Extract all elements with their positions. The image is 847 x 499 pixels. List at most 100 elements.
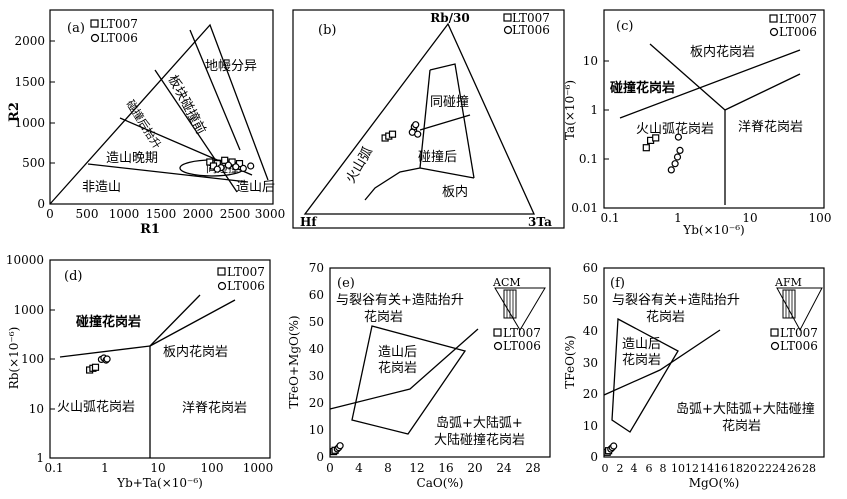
panel-f-field-labels: 与裂谷有关+造陆抬升 花岗岩 造山后 花岗岩 岛弧+大陆弧+大陆碰撞 花岗岩 (612, 292, 815, 434)
legend-square-marker (90, 19, 99, 28)
field-label-within-plate: 板内 (442, 184, 468, 200)
lt006-data-point (224, 161, 232, 169)
y-tick-label: 1500 (14, 75, 45, 89)
panel-c-xlabel: Yb(×10⁻⁶) (682, 223, 744, 237)
panel-c-frame (603, 9, 825, 209)
field-label-rift-uplift-1: 与裂谷有关+造陆抬升 (612, 292, 740, 308)
panel-f-field-lines (603, 317, 721, 433)
panel-a-field-lines (49, 23, 269, 205)
panel-d-xticks: 0.1 1 10 100 1000 (44, 461, 273, 475)
panel-e-field-labels: 与裂谷有关+造陆抬升 花岗岩 造山后 花岗岩 岛弧+大陆弧+ 大陆碰撞花岗岩 (336, 292, 525, 448)
y-tick-label: 20 (309, 396, 324, 410)
legend-lt006: LT006 (227, 279, 265, 293)
panel-e: (e) ACM 0 10 20 30 40 50 60 70 0 4 8 12 … (287, 261, 551, 490)
legend-lt007: LT007 (779, 12, 817, 26)
panel-d-yticks: 1 10 100 1000 10000 (6, 253, 55, 465)
lt006-data-point (336, 442, 344, 450)
y-tick-label: 2000 (14, 34, 45, 48)
panel-a-xlabel: R1 (140, 222, 160, 237)
x-tick-label: 0.1 (44, 461, 63, 475)
field-label-ocean-ridge: 洋脊花岗岩 (182, 400, 247, 416)
panel-d-field-lines (59, 294, 236, 458)
x-tick-label: 0.1 (600, 211, 619, 225)
lt007-data-point (652, 134, 660, 142)
lt006-data-point (414, 130, 422, 138)
panel-a-ylabel: R2 (7, 102, 22, 122)
x-tick-label: 1 (101, 461, 109, 475)
panel-e-xlabel: CaO(%) (417, 476, 464, 490)
field-label-syn-collision: 碰撞花岗岩 (610, 80, 675, 96)
y-tick-label: 50 (583, 293, 598, 307)
x-tick-label: 14 (700, 462, 714, 475)
x-tick-label: 0 (326, 461, 334, 475)
field-label-post-orogenic: 造山后 (236, 180, 275, 195)
panel-e-label: (e) (337, 276, 355, 291)
panel-a-xticks: 0 500 1000 1500 2000 2500 3000 (46, 207, 285, 221)
x-tick-label: 6 (646, 462, 653, 475)
y-tick-label: 70 (309, 261, 324, 275)
panel-f-frame (603, 267, 825, 458)
lt007-data-point (206, 158, 214, 166)
field-label-post-orogenic-1: 造山后 (622, 337, 661, 352)
panel-c-yticks: 0.01 0.1 1 10 (571, 54, 609, 215)
legend-lt007: LT007 (227, 265, 265, 279)
x-tick-label: 12 (409, 461, 424, 475)
panel-e-xticks: 0 4 8 12 16 20 24 28 (326, 461, 540, 475)
panel-b-field-lines (364, 63, 475, 201)
field-label-post-orogenic-1: 造山后 (378, 345, 417, 360)
lt007-data-point (388, 130, 397, 138)
panel-f-inset: AFM (774, 276, 823, 332)
y-tick-label: 0 (37, 197, 45, 211)
field-label-arc-2: 花岗岩 (722, 418, 761, 434)
legend-square-marker (770, 328, 779, 337)
panel-b-label: (b) (318, 23, 336, 38)
x-tick-label: 3000 (255, 207, 286, 221)
panel-b: (b) LT007 LT006 Rb/30 Hf 3Ta 同碰撞 碰撞后 火山弧… (292, 9, 565, 229)
panel-a-points (206, 156, 255, 173)
legend-circle-marker (503, 25, 513, 35)
inset-label: AFM (774, 276, 802, 289)
x-tick-label: 1000 (109, 207, 140, 221)
x-tick-label: 20 (743, 462, 757, 475)
lt006-data-point (213, 165, 221, 173)
y-tick-label: 30 (309, 369, 324, 383)
panel-f-xticks: 0 2 4 6 8 10 12 14 16 18 20 22 24 26 28 (602, 462, 817, 475)
panel-d-ylabel: Rb(×10⁻⁶) (7, 327, 21, 390)
y-tick-label: 60 (309, 288, 324, 302)
legend-lt006: LT006 (503, 339, 541, 353)
ternary-triangle (303, 22, 536, 215)
panel-c-field-lines (619, 43, 801, 205)
legend-circle-marker (217, 281, 227, 291)
y-tick-label: 0.01 (571, 201, 598, 215)
y-tick-label: 10 (583, 54, 598, 68)
panel-c-ylabel: Ta(×10⁻⁶) (563, 80, 577, 140)
lt007-data-point (221, 156, 229, 164)
y-tick-label: 100 (21, 352, 44, 366)
inset-triangle (494, 287, 546, 331)
panel-a-legend: LT007 LT006 (90, 17, 138, 45)
field-label-arc-1: 岛弧+大陆弧+ (436, 415, 523, 431)
legend-lt007: LT007 (100, 17, 138, 31)
x-tick-label: 2 (617, 462, 624, 475)
y-tick-label: 1000 (14, 116, 45, 130)
x-tick-label: 28 (525, 461, 540, 475)
inset-triangle (776, 287, 823, 332)
x-tick-label: 20 (467, 461, 482, 475)
legend-lt006: LT006 (512, 23, 550, 37)
field-label-volcanic-arc: 火山弧 (343, 145, 375, 186)
lt006-data-point (247, 162, 255, 170)
panel-b-legend: LT007 LT006 (503, 11, 550, 37)
legend-circle-marker (769, 27, 779, 37)
panel-f-label: (f) (610, 276, 625, 291)
y-tick-label: 10 (583, 419, 598, 433)
inset-label: ACM (492, 276, 521, 289)
x-tick-label: 18 (729, 462, 743, 475)
field-label-mantle: 地幔分异 (205, 59, 257, 74)
panel-f-legend: LT007 LT006 (770, 326, 818, 353)
x-tick-label: 10 (150, 461, 165, 475)
field-label-rift-uplift-1: 与裂谷有关+造陆抬升 (336, 292, 464, 308)
panel-e-points (330, 442, 344, 456)
panel-f-yticks: 0 10 20 30 40 50 60 (583, 261, 598, 464)
y-tick-label: 0 (316, 450, 324, 464)
